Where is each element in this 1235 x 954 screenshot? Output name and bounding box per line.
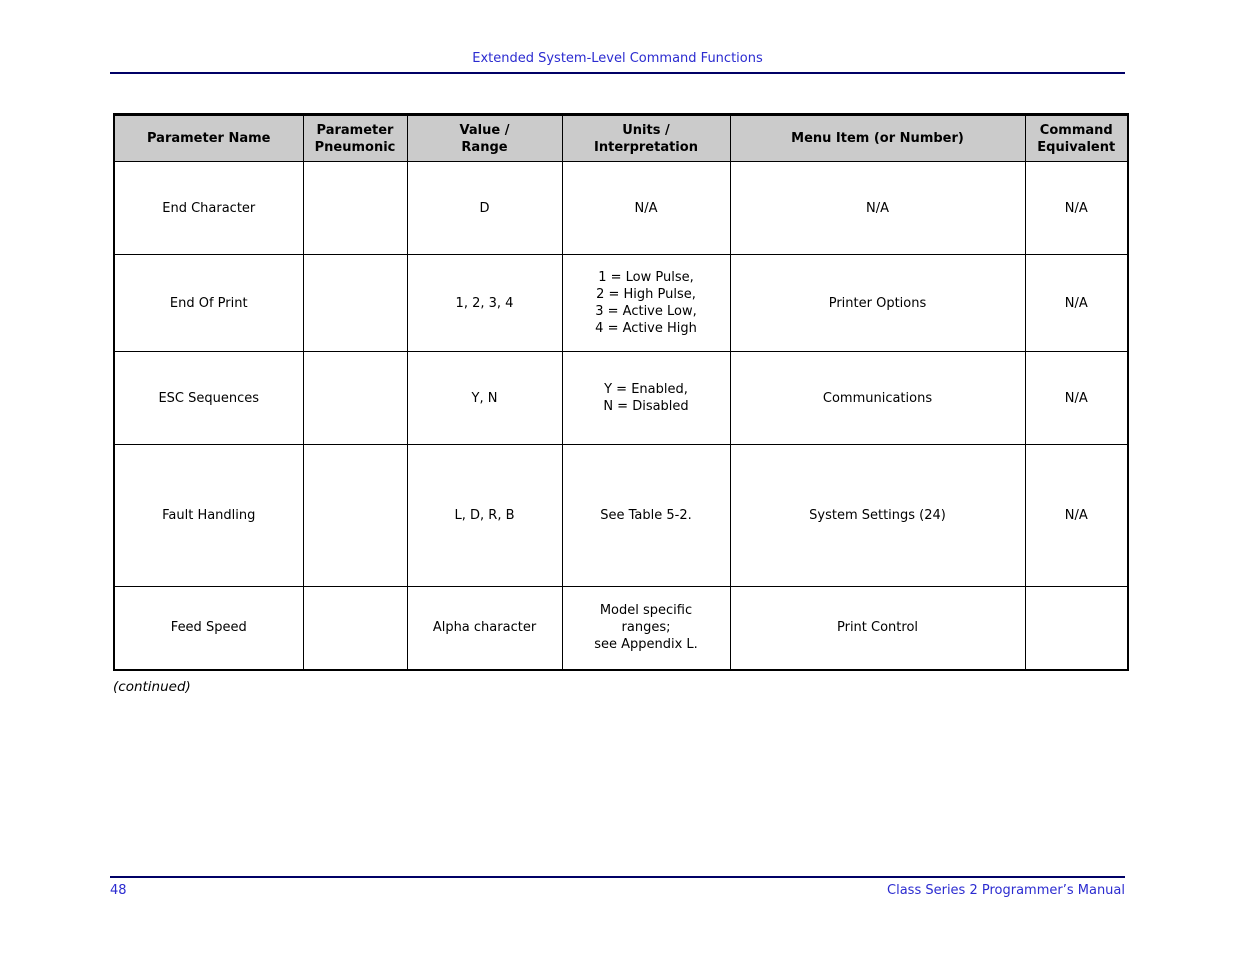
cell-units-interpretation: Model specific ranges; see Appendix L.: [561, 586, 731, 670]
cell-parameter-name: ESC Sequences: [113, 351, 304, 445]
page-header: Extended System-Level Command Functions: [110, 51, 1125, 74]
column-header-menu-item: Menu Item (or Number): [729, 114, 1026, 162]
column-header-units-interpretation: Units / Interpretation: [561, 114, 731, 162]
cell-parameter-name: End Character: [113, 161, 304, 255]
column-header-value-range: Value / Range: [406, 114, 563, 162]
parameters-table: Parameter Name Parameter Pneumonic Value…: [113, 113, 1129, 671]
cell-parameter-name: Feed Speed: [113, 586, 304, 670]
cell-parameter-pneumonic: [302, 586, 408, 670]
cell-command-equivalent: N/A: [1024, 254, 1129, 352]
table-row-feed-speed: Feed Speed Alpha character Model specifi…: [113, 586, 1129, 670]
cell-parameter-pneumonic: [302, 351, 408, 445]
cell-parameter-pneumonic: [302, 254, 408, 352]
cell-units-interpretation: N/A: [561, 161, 731, 255]
column-header-parameter-name: Parameter Name: [113, 114, 304, 162]
cell-menu-item: N/A: [729, 161, 1026, 255]
cell-value-range: L, D, R, B: [406, 444, 563, 587]
cell-value-range: 1, 2, 3, 4: [406, 254, 563, 352]
continued-note: (continued): [113, 679, 191, 695]
cell-menu-item: Communications: [729, 351, 1026, 445]
cell-parameter-pneumonic: [302, 444, 408, 587]
cell-menu-item: Printer Options: [729, 254, 1026, 352]
cell-parameter-pneumonic: [302, 161, 408, 255]
cell-value-range: Alpha character: [406, 586, 563, 670]
cell-value-range: D: [406, 161, 563, 255]
cell-menu-item: Print Control: [729, 586, 1026, 670]
table-row-end-of-print: End Of Print 1, 2, 3, 4 1 = Low Pulse, 2…: [113, 254, 1129, 352]
cell-parameter-name: Fault Handling: [113, 444, 304, 587]
column-header-parameter-pneumonic: Parameter Pneumonic: [302, 114, 408, 162]
cell-command-equivalent: N/A: [1024, 351, 1129, 445]
table-row-esc-sequences: ESC Sequences Y, N Y = Enabled, N = Disa…: [113, 351, 1129, 445]
cell-command-equivalent: N/A: [1024, 444, 1129, 587]
cell-command-equivalent: [1024, 586, 1129, 670]
table-row-fault-handling: Fault Handling L, D, R, B See Table 5-2.…: [113, 444, 1129, 587]
page-number: 48: [110, 883, 127, 898]
cell-parameter-name: End Of Print: [113, 254, 304, 352]
cell-menu-item: System Settings (24): [729, 444, 1026, 587]
table-row-end-character: End Character D N/A N/A N/A: [113, 161, 1129, 255]
manual-title: Class Series 2 Programmer’s Manual: [887, 883, 1125, 898]
cell-value-range: Y, N: [406, 351, 563, 445]
cell-units-interpretation: Y = Enabled, N = Disabled: [561, 351, 731, 445]
cell-units-interpretation: See Table 5-2.: [561, 444, 731, 587]
cell-units-interpretation: 1 = Low Pulse, 2 = High Pulse, 3 = Activ…: [561, 254, 731, 352]
table-header-row: Parameter Name Parameter Pneumonic Value…: [113, 114, 1129, 162]
header-title: Extended System-Level Command Functions: [472, 51, 763, 66]
column-header-command-equivalent: Command Equivalent: [1024, 114, 1129, 162]
page-footer: 48 Class Series 2 Programmer’s Manual: [110, 876, 1125, 898]
cell-command-equivalent: N/A: [1024, 161, 1129, 255]
